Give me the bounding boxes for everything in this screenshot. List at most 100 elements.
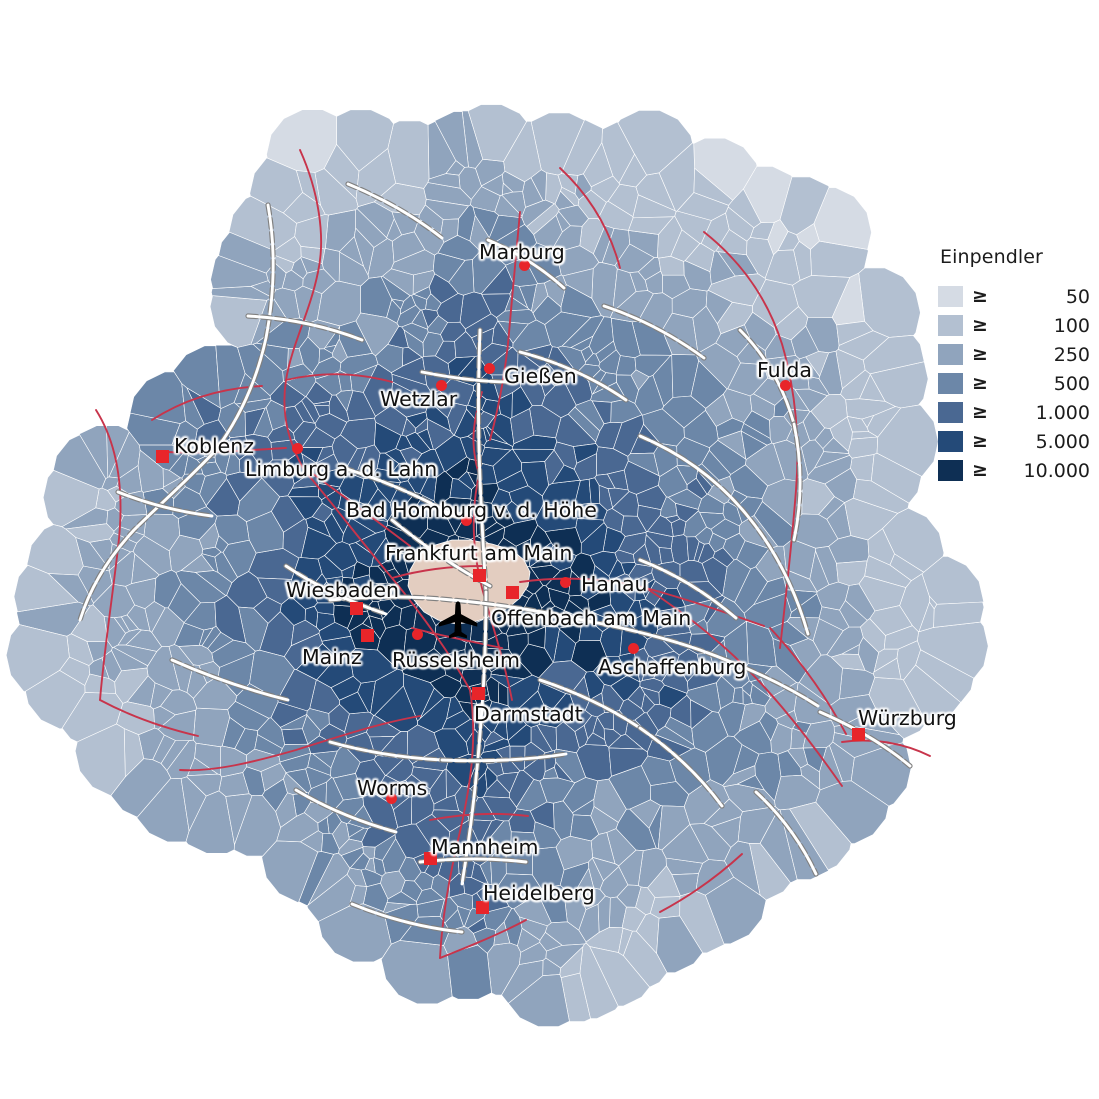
- municipality-area: [120, 614, 140, 632]
- municipality-area: [530, 725, 553, 754]
- city-marker[interactable]: [349, 601, 363, 615]
- city-marker[interactable]: [627, 642, 639, 654]
- city-marker[interactable]: [475, 900, 489, 914]
- legend-operator: ≥: [972, 430, 988, 452]
- city-marker[interactable]: [518, 259, 530, 271]
- legend-value: 100: [1053, 314, 1090, 337]
- municipality-area: [535, 585, 551, 609]
- municipality-area: [279, 713, 308, 731]
- city-marker[interactable]: [559, 576, 571, 588]
- municipality-area: [732, 687, 744, 705]
- motorway-line: [328, 595, 574, 620]
- municipality-area: [876, 404, 939, 477]
- municipality-area: [658, 547, 675, 564]
- municipality-area: [654, 588, 686, 612]
- municipality-area: [618, 153, 647, 188]
- city-marker[interactable]: [435, 379, 447, 391]
- railway-line: [472, 479, 513, 701]
- municipality-area: [109, 550, 136, 587]
- municipality-area: [658, 684, 688, 709]
- municipality-area: [70, 604, 109, 642]
- city-marker[interactable]: [851, 727, 865, 741]
- municipality-area: [786, 617, 820, 642]
- motorway-line: [440, 752, 568, 763]
- motorway-line: [792, 422, 802, 542]
- legend-row: ≥5.000: [938, 427, 1094, 456]
- municipality-area: [519, 610, 546, 635]
- legend-operator: ≥: [972, 314, 988, 336]
- municipality-area: [493, 717, 509, 741]
- city-marker[interactable]: [483, 362, 495, 374]
- municipality-area: [752, 279, 799, 328]
- railway-line: [439, 919, 527, 959]
- motorway-layer: [77, 181, 913, 935]
- municipality-area: [496, 771, 519, 794]
- railway-line: [391, 565, 483, 579]
- municipality-area: [433, 728, 469, 763]
- municipality-area: [393, 796, 413, 828]
- municipality-area: [779, 176, 830, 236]
- city-marker[interactable]: [385, 792, 397, 804]
- municipality-area: [553, 748, 587, 784]
- municipality-area: [872, 657, 902, 680]
- municipality-area: [339, 691, 369, 715]
- municipality-area: [275, 792, 297, 828]
- municipality-area: [237, 343, 284, 397]
- municipality-area: [883, 625, 919, 650]
- municipality-area: [814, 427, 834, 450]
- city-marker[interactable]: [291, 442, 303, 454]
- railway-line: [99, 699, 199, 737]
- city-marker[interactable]: [423, 851, 437, 865]
- municipality-area: [568, 594, 590, 616]
- railway-line: [659, 853, 743, 913]
- municipality-area: [621, 906, 647, 932]
- municipality-area: [151, 607, 185, 647]
- airplane-icon: [438, 601, 478, 639]
- municipality-area: [608, 765, 652, 810]
- municipality-area: [712, 547, 735, 568]
- municipality-area: [852, 478, 910, 514]
- municipality-area: [669, 694, 692, 728]
- motorway-line: [818, 710, 912, 768]
- city-marker[interactable]: [779, 379, 791, 391]
- municipality-area: [194, 570, 233, 597]
- city-marker[interactable]: [472, 568, 486, 582]
- railway-line: [429, 813, 529, 821]
- legend-value: 500: [1053, 372, 1090, 395]
- city-marker[interactable]: [460, 514, 472, 526]
- municipality-area: [480, 819, 505, 844]
- municipality-area: [337, 370, 353, 392]
- municipality-area: [210, 255, 269, 289]
- municipality-area: [867, 528, 895, 566]
- municipality-area: [539, 777, 576, 804]
- legend-operator: ≥: [972, 401, 988, 423]
- municipality-area: [421, 308, 439, 329]
- municipality-area: [485, 676, 500, 704]
- city-marker[interactable]: [360, 628, 374, 642]
- city-marker[interactable]: [471, 686, 485, 700]
- municipality-area: [519, 916, 548, 941]
- municipality-area: [683, 779, 730, 825]
- municipality-area: [214, 594, 247, 644]
- municipality-area: [655, 725, 696, 750]
- municipality-area: [405, 774, 431, 795]
- municipality-area: [750, 678, 771, 698]
- municipality-area: [353, 227, 375, 276]
- municipality-area: [510, 831, 540, 854]
- municipality-area: [665, 515, 681, 524]
- municipality-area: [643, 634, 675, 658]
- railway-line: [439, 689, 475, 959]
- municipality-area: [380, 940, 453, 1005]
- municipality-area: [314, 413, 348, 440]
- municipality-area: [740, 430, 768, 461]
- city-marker[interactable]: [411, 628, 423, 640]
- city-marker[interactable]: [155, 449, 169, 463]
- motorway-line: [638, 726, 724, 808]
- municipality-area: [649, 896, 681, 919]
- municipality-area: [266, 109, 338, 173]
- city-marker[interactable]: [505, 585, 519, 599]
- legend-value: 5.000: [1035, 430, 1090, 453]
- motorway-line: [328, 740, 444, 762]
- municipality-area: [590, 604, 621, 623]
